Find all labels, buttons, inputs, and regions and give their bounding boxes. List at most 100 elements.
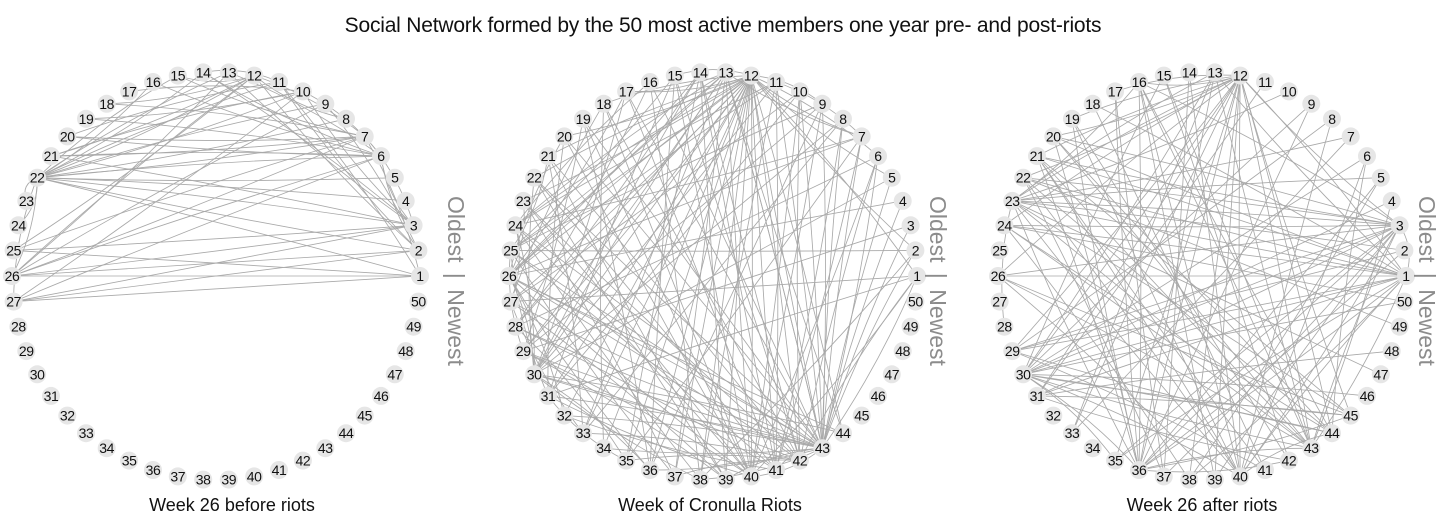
edge-40-3 xyxy=(1239,225,1400,477)
edge-3-24 xyxy=(1004,224,1400,228)
node-label: 31 xyxy=(541,388,556,404)
edge-26-13 xyxy=(11,72,230,277)
node-label: 22 xyxy=(30,170,45,186)
node-label: 8 xyxy=(1328,111,1336,127)
edge-22-10 xyxy=(37,91,304,179)
node-marker xyxy=(194,63,213,82)
node-27: 27 xyxy=(4,292,23,311)
node-5: 5 xyxy=(385,168,404,187)
node-marker xyxy=(995,216,1014,235)
node-label: 1 xyxy=(416,268,424,284)
node-label: 49 xyxy=(903,319,918,335)
node-marker xyxy=(409,292,428,311)
node-label: 20 xyxy=(1046,128,1061,144)
node-marker xyxy=(665,467,684,486)
node-label: 10 xyxy=(1282,83,1297,99)
edge-32-43 xyxy=(564,415,823,449)
node-marker xyxy=(1279,451,1298,470)
node-6: 6 xyxy=(1358,147,1376,166)
edge-19-40 xyxy=(582,118,752,477)
node-29: 29 xyxy=(514,342,533,361)
edge-29-43 xyxy=(523,350,823,449)
edge-16-38 xyxy=(649,81,701,480)
edge-7-43 xyxy=(821,136,863,449)
node-marker xyxy=(501,241,520,260)
edge-4-26 xyxy=(508,200,903,277)
node-32: 32 xyxy=(555,406,574,425)
edge-30-44 xyxy=(534,373,844,434)
node-marker xyxy=(219,63,238,82)
edge-6-40 xyxy=(750,155,879,477)
edge-3-21 xyxy=(1036,155,1400,226)
edge-24-38 xyxy=(515,225,701,480)
node-marker xyxy=(555,406,574,425)
node-marker xyxy=(409,241,428,260)
edge-26-40 xyxy=(508,275,752,477)
edge-12-43 xyxy=(750,75,823,449)
edge-9-25 xyxy=(510,103,823,251)
edge-12-40 xyxy=(750,75,753,477)
edge-15-42 xyxy=(674,75,801,461)
network-panel-before: 1234567891011121314151617181920212223242… xyxy=(3,63,469,515)
edge-25-12 xyxy=(13,75,255,251)
node-label: 17 xyxy=(122,83,137,99)
node-8: 8 xyxy=(834,109,852,128)
node-label: 14 xyxy=(693,64,708,80)
edge-23-36 xyxy=(1011,200,1140,471)
edge-30-1 xyxy=(1023,275,1407,375)
edge-7-26 xyxy=(508,136,862,277)
panel-caption: Week 26 before riots xyxy=(149,495,315,515)
edge-22-41 xyxy=(533,177,777,471)
node-marker xyxy=(144,461,162,479)
node-50: 50 xyxy=(1395,292,1414,311)
edge-7-41 xyxy=(775,136,863,471)
node-label: 6 xyxy=(1363,148,1371,164)
node-label: 44 xyxy=(1325,425,1340,441)
node-label: 35 xyxy=(1108,453,1123,469)
node-label: 22 xyxy=(527,170,542,186)
edge-21-33 xyxy=(547,156,584,434)
node-44: 44 xyxy=(1323,424,1341,443)
node-marker xyxy=(906,241,925,260)
edge-19-10 xyxy=(85,90,303,120)
node-37: 37 xyxy=(1154,467,1173,486)
edge-5-43 xyxy=(821,177,893,449)
node-36: 36 xyxy=(144,461,162,479)
edge-24-38 xyxy=(1004,225,1190,480)
node-label: 27 xyxy=(503,294,518,310)
node-label: 33 xyxy=(79,425,94,441)
edge-30-36 xyxy=(1022,373,1140,471)
node-label: 20 xyxy=(557,128,572,144)
edge-23-40 xyxy=(1011,200,1241,477)
oldest-label: Oldest xyxy=(443,196,469,263)
node-label: 20 xyxy=(60,128,75,144)
node-marker xyxy=(1341,406,1360,425)
node-label: 39 xyxy=(1207,472,1222,488)
edge-13-44 xyxy=(725,72,844,434)
node-marker xyxy=(1083,94,1102,113)
edge-11-41 xyxy=(775,81,779,471)
node-49: 49 xyxy=(404,317,423,336)
node-marker xyxy=(411,267,429,285)
node-44: 44 xyxy=(337,424,355,443)
node-marker xyxy=(58,127,77,146)
node-19: 19 xyxy=(574,109,592,128)
node-marker xyxy=(617,82,636,101)
node-marker xyxy=(404,317,423,336)
node-marker xyxy=(1180,63,1199,82)
node-label: 8 xyxy=(342,111,350,127)
node-label: 29 xyxy=(1005,343,1020,359)
node-label: 16 xyxy=(643,74,658,90)
node-marker xyxy=(990,241,1009,260)
node-24: 24 xyxy=(9,216,28,235)
edge-23-28 xyxy=(1001,200,1013,327)
edge-40-21 xyxy=(1036,155,1241,477)
node-marker xyxy=(901,216,920,235)
edge-27-6 xyxy=(13,155,382,302)
node-24: 24 xyxy=(506,216,525,235)
node-label: 10 xyxy=(793,83,808,99)
node-35: 35 xyxy=(1106,451,1125,470)
oldest-label: Oldest xyxy=(1414,196,1440,263)
node-layer: 1234567891011121314151617181920212223242… xyxy=(989,63,1415,489)
node-marker xyxy=(691,470,710,489)
